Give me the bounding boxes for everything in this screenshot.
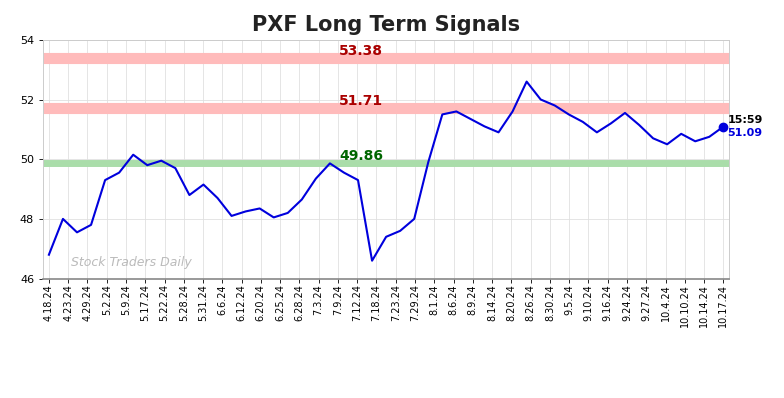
Title: PXF Long Term Signals: PXF Long Term Signals (252, 16, 520, 35)
Text: 51.09: 51.09 (728, 128, 762, 138)
Text: 49.86: 49.86 (339, 149, 383, 164)
Text: 51.71: 51.71 (339, 94, 383, 108)
Text: Stock Traders Daily: Stock Traders Daily (71, 256, 191, 269)
Text: 53.38: 53.38 (339, 44, 383, 59)
Text: 15:59: 15:59 (728, 115, 763, 125)
